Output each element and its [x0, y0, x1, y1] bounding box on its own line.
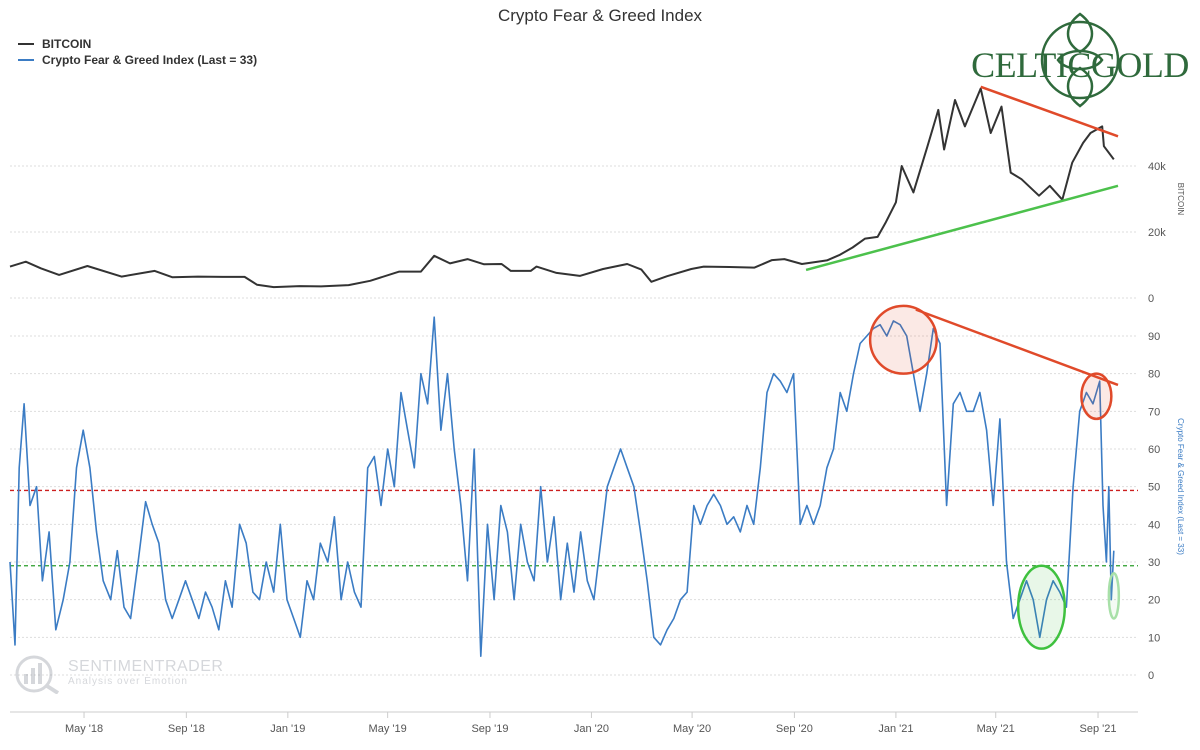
highlight-ellipse — [868, 304, 938, 375]
y-tick-label: 0 — [1148, 670, 1154, 682]
y-tick-label: 90 — [1148, 331, 1160, 343]
x-tick-label: Jan '21 — [878, 723, 913, 735]
x-tick-label: May '20 — [673, 723, 711, 735]
x-tick-label: Sep '18 — [168, 723, 205, 735]
trendline — [805, 184, 1119, 272]
legend-label-bitcoin: BITCOIN — [42, 37, 92, 51]
y-tick-label: 40 — [1148, 519, 1160, 531]
x-tick-label: Sep '20 — [776, 723, 813, 735]
y-tick-label: 70 — [1148, 406, 1160, 418]
celticgold-logo: CELTICGOLD — [968, 12, 1192, 108]
x-tick-label: Sep '21 — [1080, 723, 1117, 735]
legend-item-bitcoin[interactable]: BITCOIN — [18, 36, 257, 52]
watermark-tagline: Analysis over Emotion — [68, 676, 188, 687]
trendline — [915, 308, 1119, 387]
watermark-name: SENTIMENTRADER — [68, 658, 224, 675]
legend: BITCOIN Crypto Fear & Greed Index (Last … — [18, 36, 257, 68]
y-tick-label: 30 — [1148, 557, 1160, 569]
x-tick-label: Sep '19 — [471, 723, 508, 735]
legend-item-fear-greed[interactable]: Crypto Fear & Greed Index (Last = 33) — [18, 52, 257, 68]
y-tick-label: 80 — [1148, 369, 1160, 381]
x-tick-label: May '18 — [65, 723, 103, 735]
y-tick-label: 20 — [1148, 595, 1160, 607]
x-tick-label: May '21 — [977, 723, 1015, 735]
y-tick-label: 0 — [1148, 293, 1154, 305]
x-tick-label: Jan '20 — [574, 723, 609, 735]
y-tick-label: 50 — [1148, 482, 1160, 494]
axis-title: Crypto Fear & Greed Index (Last = 33) — [1176, 418, 1185, 555]
celtic-knot-icon — [1040, 12, 1120, 108]
x-tick-label: May '19 — [369, 723, 407, 735]
y-tick-label: 10 — [1148, 632, 1160, 644]
y-tick-label: 40k — [1148, 161, 1166, 173]
chart-title: Crypto Fear & Greed Index — [497, 6, 703, 25]
series-line — [9, 316, 1115, 658]
legend-label-fear-greed: Crypto Fear & Greed Index (Last = 33) — [42, 53, 258, 67]
highlight-ellipse — [1080, 372, 1113, 421]
sentimentrader-watermark: SENTIMENTRADER Analysis over Emotion — [14, 654, 224, 695]
legend-swatch-fear-greed — [18, 59, 34, 61]
highlight-ellipse — [1016, 564, 1067, 650]
trendline — [980, 85, 1119, 138]
y-tick-label: 60 — [1148, 444, 1160, 456]
series-line — [9, 87, 1115, 289]
logo-text: CELTICGOLD — [971, 45, 1189, 85]
x-tick-label: Jan '19 — [270, 723, 305, 735]
axis-title: BITCOIN — [1176, 183, 1185, 216]
legend-swatch-bitcoin — [18, 43, 34, 45]
y-tick-label: 20k — [1148, 227, 1166, 239]
sentimentrader-logo-icon — [15, 655, 60, 695]
highlight-ellipse — [1107, 572, 1121, 620]
